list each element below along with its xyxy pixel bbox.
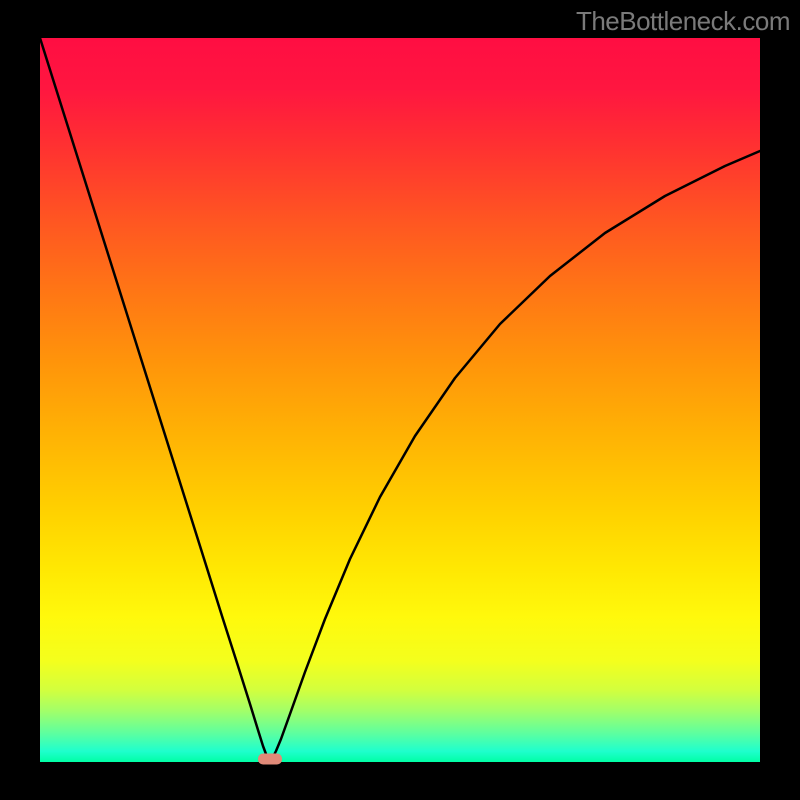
optimal-point-marker [258,754,282,765]
bottleneck-chart [0,0,800,800]
watermark-text: TheBottleneck.com [576,6,790,37]
chart-container: TheBottleneck.com [0,0,800,800]
plot-background [40,38,760,762]
